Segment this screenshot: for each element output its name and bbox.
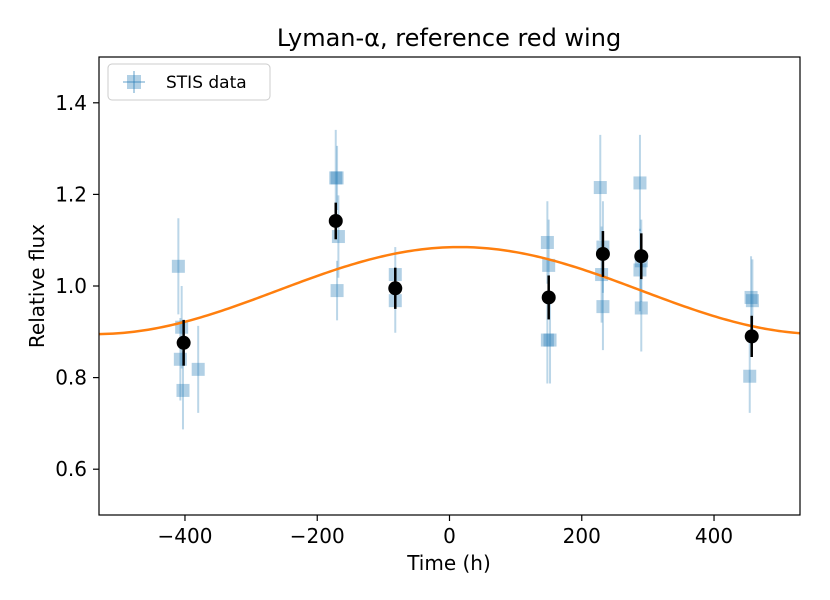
stis-marker <box>743 369 757 383</box>
legend-label-stis: STIS data <box>166 73 247 93</box>
stis-marker <box>633 263 647 277</box>
chart-title: Lyman-α, reference red wing <box>277 24 621 52</box>
binned-marker <box>388 281 403 296</box>
stis-marker <box>540 333 554 347</box>
stis-marker <box>633 176 647 190</box>
stis-data-point <box>633 134 647 232</box>
x-axis: −400 −200 0 200 400 <box>158 515 733 548</box>
stis-data-point <box>543 296 557 384</box>
legend-marker <box>127 75 141 89</box>
y-tick-label: 1.0 <box>55 274 87 298</box>
binned-marker <box>541 290 556 305</box>
stis-data-point <box>633 228 647 312</box>
binned-marker <box>634 249 649 264</box>
stis-data-point <box>191 325 205 413</box>
stis-marker <box>329 171 343 185</box>
stis-data-point <box>540 201 554 284</box>
x-tick-label: 200 <box>563 524 601 548</box>
stis-marker <box>542 258 556 272</box>
stis-marker <box>330 171 344 185</box>
stis-data-point <box>743 339 757 413</box>
y-tick-label: 1.4 <box>55 91 87 115</box>
legend: STIS data <box>107 63 271 101</box>
stis-marker <box>540 235 554 249</box>
binned-marker <box>176 335 191 350</box>
stis-marker <box>745 294 759 308</box>
plot-frame <box>98 56 801 516</box>
binned-marker <box>744 329 759 344</box>
legend-box <box>107 63 271 101</box>
binned-data-point <box>541 275 556 320</box>
model-curve <box>98 245 801 336</box>
binned-data-point <box>595 231 610 277</box>
stis-marker <box>593 181 607 195</box>
stis-marker <box>744 290 758 304</box>
x-tick-label: −200 <box>290 524 345 548</box>
stis-marker <box>171 259 185 273</box>
stis-data-point <box>540 296 554 384</box>
binned-data-point <box>176 319 191 366</box>
y-tick-label: 0.6 <box>55 457 87 481</box>
binned-data-point <box>634 233 649 280</box>
y-axis-label: Relative flux <box>25 224 49 348</box>
binned-data-point <box>744 315 759 357</box>
stis-marker <box>634 301 648 315</box>
stis-marker <box>176 383 190 397</box>
stis-marker <box>191 362 205 376</box>
stis-marker <box>596 300 610 314</box>
y-tick-label: 1.2 <box>55 182 87 206</box>
plot-area <box>98 129 801 430</box>
x-axis-label: Time (h) <box>406 551 491 575</box>
stis-data-point <box>330 260 344 321</box>
stis-data-point <box>331 195 345 278</box>
y-axis: 0.6 0.8 1.0 1.2 1.4 <box>55 91 99 481</box>
stis-data-point <box>593 134 607 241</box>
binned-data-point <box>388 267 403 309</box>
y-tick-label: 0.8 <box>55 366 87 390</box>
binned-marker <box>328 213 343 228</box>
binned-marker <box>595 246 610 261</box>
stis-marker <box>543 333 557 347</box>
stis-marker <box>331 230 345 244</box>
x-tick-label: 0 <box>443 524 456 548</box>
x-tick-label: 400 <box>695 524 733 548</box>
x-tick-label: −400 <box>158 524 213 548</box>
binned-data-point <box>328 202 343 240</box>
stis-data-point <box>330 145 344 210</box>
stis-marker <box>330 284 344 298</box>
stis-data-point <box>171 218 185 315</box>
